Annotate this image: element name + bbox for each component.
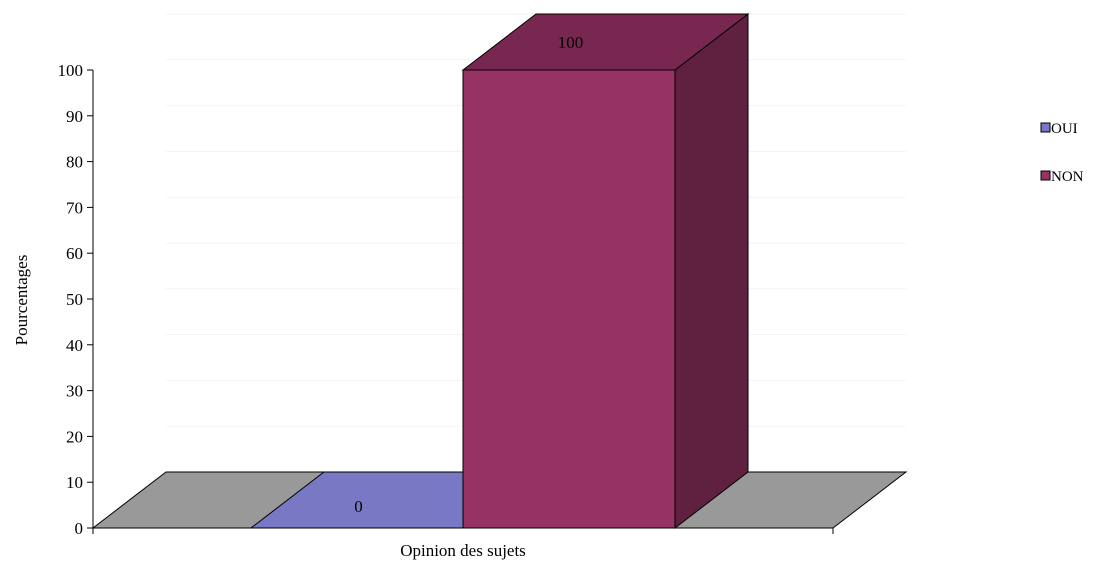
y-tick-label: 0 [75,519,84,538]
bar-side-face [674,12,749,530]
y-tick-label: 40 [66,336,83,355]
bars [249,12,750,530]
y-tick-label: 100 [58,61,84,80]
y-tick-label: 10 [66,473,83,492]
x-axis-title: Opinion des sujets [400,541,526,560]
y-tick-label: 20 [66,427,83,446]
y-tick-label: 60 [66,244,83,263]
legend-label: NON [1051,169,1084,185]
y-tick-label: 30 [66,382,83,401]
legend-item-non: NON [1040,169,1084,185]
legend: OUI NON [1040,121,1084,185]
y-axis-title: Pourcentages [12,255,31,346]
data-labels: 0 100 [354,33,583,516]
data-label-oui: 0 [354,497,363,516]
y-axis-ticks: 0 10 20 30 40 50 60 70 80 90 100 [58,61,93,538]
bar-non [461,12,750,530]
legend-label: OUI [1051,121,1078,137]
y-tick-label: 70 [66,198,83,217]
legend-swatch [1040,170,1051,181]
side-wall [93,14,166,528]
legend-item-oui: OUI [1040,121,1078,137]
chart-walls [93,14,166,528]
y-tick-label: 90 [66,107,83,126]
legend-swatch [1040,122,1051,133]
y-tick-label: 80 [66,153,83,172]
data-label-non: 100 [558,33,584,52]
y-tick-label: 50 [66,290,83,309]
bar-front-face [462,69,676,529]
